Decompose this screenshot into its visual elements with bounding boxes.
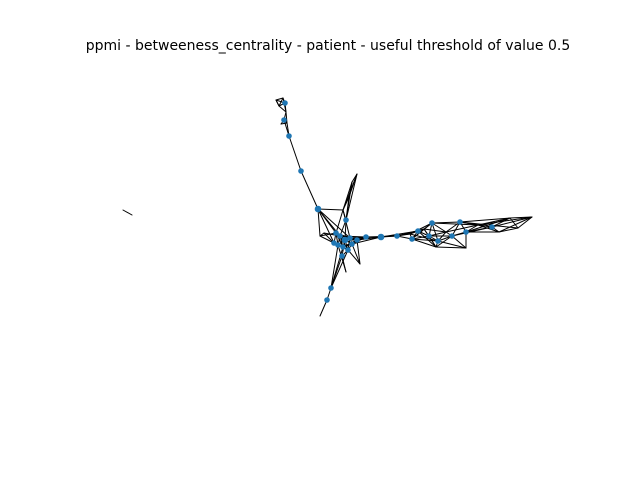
graph-node <box>345 247 351 253</box>
graph-edge <box>356 239 361 265</box>
figure-title: ppmi - betweeness_centrality - patient -… <box>86 38 570 54</box>
graph-node <box>426 233 432 239</box>
graph-edge <box>491 216 533 228</box>
graph-edge <box>347 249 361 265</box>
graph-edge <box>317 208 335 244</box>
graph-node <box>377 233 385 241</box>
graph-edge <box>411 238 439 242</box>
graph-node <box>340 244 346 250</box>
graph-node <box>282 100 288 106</box>
graph-edge <box>317 208 344 211</box>
graph-edge <box>342 173 358 211</box>
graph-node <box>314 205 322 213</box>
graph-edge <box>330 249 349 289</box>
graph-edge <box>345 173 358 221</box>
graph-node <box>328 285 334 291</box>
graph-edge <box>275 97 284 101</box>
graph-edge <box>498 216 533 233</box>
graph-edge <box>411 235 430 240</box>
graph-edge <box>339 235 367 238</box>
graph-edge <box>431 222 479 226</box>
graph-node <box>435 238 441 244</box>
graph-node <box>449 233 455 239</box>
graph-node <box>349 241 355 247</box>
graph-edge <box>278 105 287 113</box>
graph-node <box>324 297 330 303</box>
graph-edge <box>335 209 344 234</box>
graph-node <box>333 230 339 236</box>
graph-node <box>394 233 400 239</box>
graph-edge <box>380 230 419 238</box>
graph-edge <box>317 208 351 239</box>
graph-node <box>347 235 353 241</box>
graph-edge <box>437 240 467 249</box>
graph-edge <box>477 224 500 233</box>
graph-node <box>463 229 469 235</box>
graph-node <box>489 224 495 230</box>
graph-edge <box>342 209 351 239</box>
graph-edge <box>300 170 319 210</box>
graph-edge <box>428 231 447 237</box>
isolated-edge <box>122 209 133 216</box>
graph-node <box>337 233 343 239</box>
graph-edge <box>278 97 284 107</box>
graph-node <box>339 253 345 259</box>
graph-node <box>363 234 369 240</box>
graph-edge <box>285 111 288 124</box>
graph-edge <box>411 222 433 240</box>
graph-edge <box>330 244 339 289</box>
graph-node <box>341 236 349 244</box>
graph-edge <box>517 216 533 229</box>
graph-edge <box>280 122 288 125</box>
graph-node <box>415 228 421 234</box>
graph-edge <box>351 236 382 245</box>
graph-edge <box>288 135 302 172</box>
graph-node <box>457 219 463 225</box>
graph-nodes <box>281 100 495 303</box>
graph-edge <box>351 243 361 265</box>
graph-node <box>409 236 415 242</box>
graph-node <box>354 237 360 243</box>
graph-edge <box>319 299 328 317</box>
graph-edge <box>459 221 519 229</box>
graph-edge <box>435 246 467 249</box>
graph-node <box>281 117 287 123</box>
graph-edge <box>435 235 453 248</box>
graph-edge <box>431 222 439 242</box>
graph-edge <box>411 238 437 248</box>
graph-edge <box>275 99 280 107</box>
graph-node <box>286 133 292 139</box>
graph-edge <box>451 235 467 249</box>
graph-edge <box>339 219 347 237</box>
graph-node <box>331 240 337 246</box>
graph-edge <box>498 227 519 233</box>
graph-edge <box>409 233 439 242</box>
graph-edge <box>317 208 321 237</box>
graph-edge <box>445 224 479 233</box>
graph-edge <box>423 228 447 233</box>
graph-node <box>429 220 435 226</box>
graph-node <box>298 168 304 174</box>
graph-edge <box>459 217 511 223</box>
graph-edge <box>417 230 437 248</box>
graph-edge <box>477 216 533 226</box>
graph-edges <box>122 97 533 317</box>
graph-node <box>343 217 349 223</box>
